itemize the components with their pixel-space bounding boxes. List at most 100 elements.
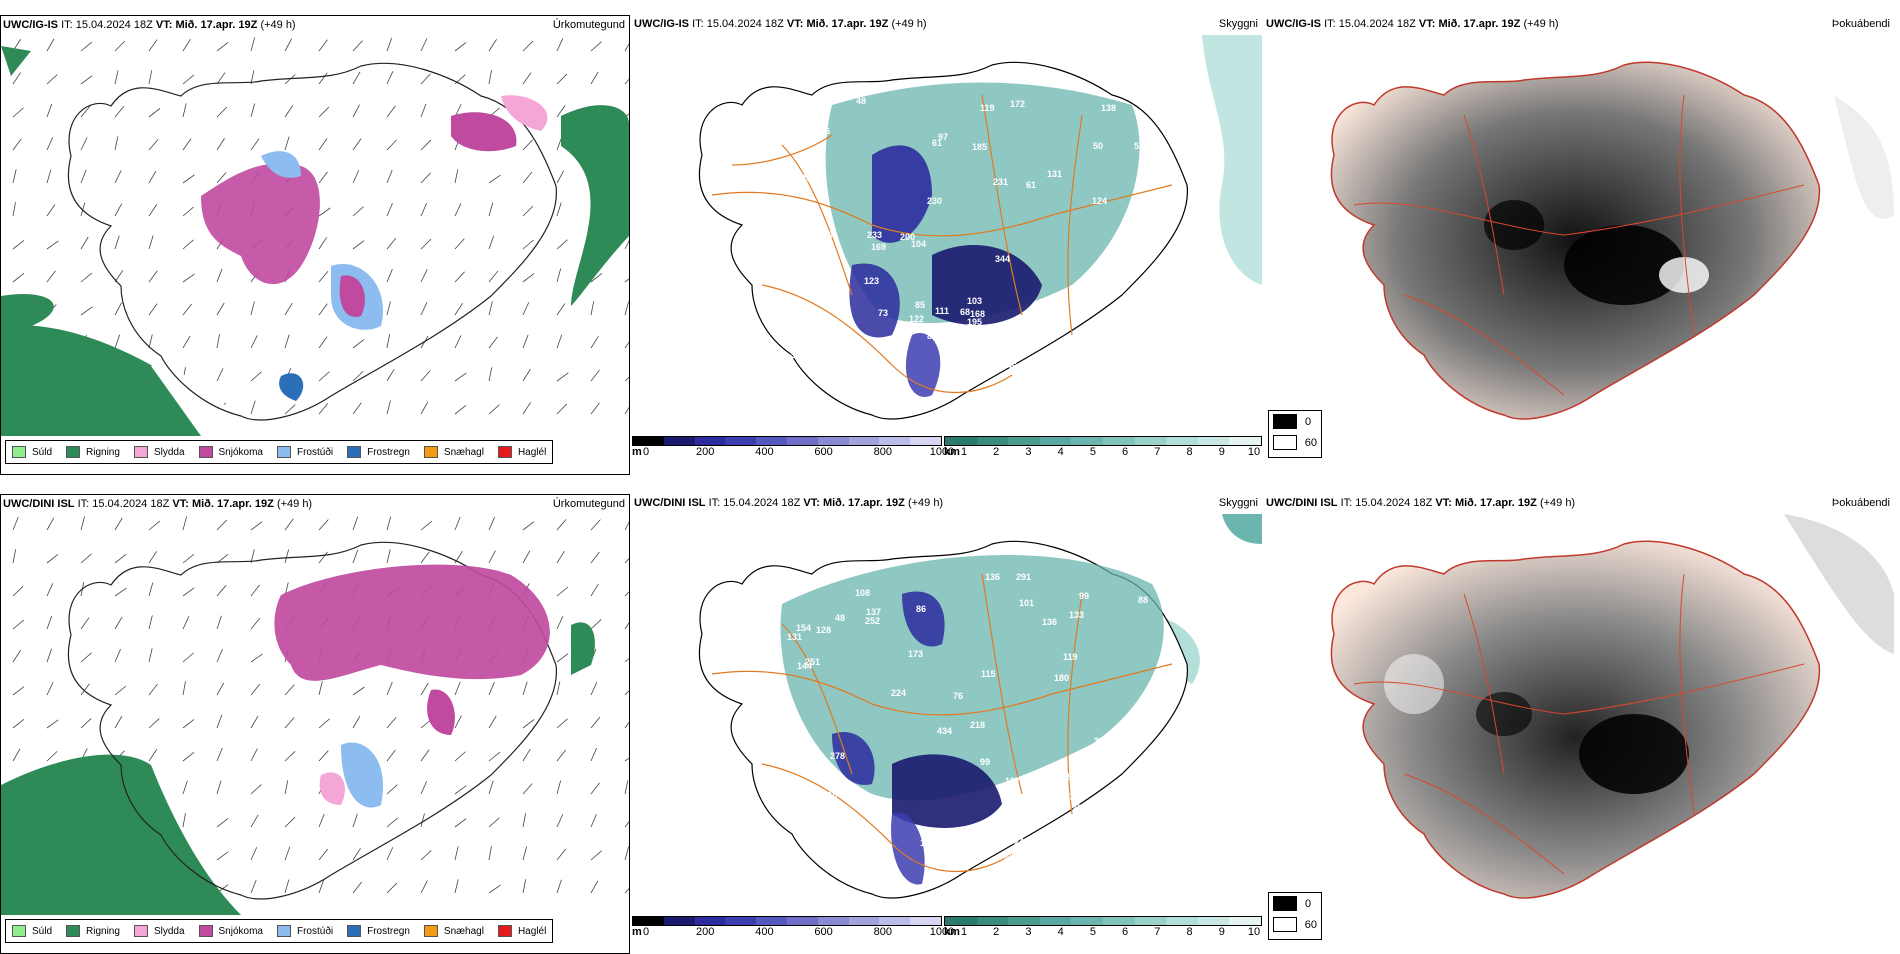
colorbar-tick: 4 bbox=[1057, 446, 1064, 458]
height-label: 224 bbox=[891, 688, 906, 698]
wind-barb bbox=[488, 884, 501, 894]
variable-label: Skyggni bbox=[1218, 18, 1258, 30]
wind-barb bbox=[352, 881, 363, 894]
wind-barb bbox=[590, 71, 599, 85]
wind-barb bbox=[488, 780, 494, 795]
wind-barb bbox=[216, 682, 225, 696]
wind-barb bbox=[386, 37, 393, 52]
wind-barb bbox=[454, 879, 459, 894]
wind-barb bbox=[386, 169, 393, 184]
wind-barb bbox=[386, 549, 391, 564]
wind-barb bbox=[420, 172, 431, 184]
colorbar-segment bbox=[1229, 437, 1261, 445]
wind-barb bbox=[46, 615, 53, 630]
wind-barb bbox=[386, 717, 397, 729]
colorbar-tick: 6 bbox=[1122, 926, 1129, 938]
height-label: 111 bbox=[935, 306, 949, 316]
wind-barb bbox=[318, 519, 329, 531]
height-label: 73 bbox=[878, 308, 888, 318]
height-label: 107 bbox=[796, 132, 811, 142]
wind-barb bbox=[148, 520, 160, 531]
wind-barb bbox=[624, 240, 629, 250]
legend-swatch bbox=[497, 446, 512, 458]
height-label: 226 bbox=[796, 816, 811, 826]
wind-barb bbox=[250, 371, 262, 382]
colorbar-segment bbox=[1071, 437, 1103, 445]
wind-barb bbox=[386, 139, 397, 151]
wind-barb bbox=[352, 549, 359, 564]
wind-barb bbox=[318, 237, 328, 250]
wind-barb bbox=[182, 516, 188, 531]
legend-label: Haglél bbox=[517, 446, 547, 458]
wind-barb bbox=[284, 518, 294, 531]
colorbar-segment bbox=[786, 437, 818, 445]
wind-barb bbox=[522, 719, 535, 729]
variable-label: Þokuábendi bbox=[1831, 497, 1890, 509]
wind-barb bbox=[624, 622, 629, 630]
wind-barb bbox=[556, 616, 564, 630]
wind-barb bbox=[556, 303, 566, 316]
wind-barb bbox=[114, 170, 122, 184]
colorbar-segment bbox=[1008, 437, 1040, 445]
colorbar-tick: 800 bbox=[873, 446, 892, 458]
height-label: 207 bbox=[852, 365, 867, 375]
variable-label: Úrkomutegund bbox=[552, 498, 625, 510]
wind-barb bbox=[522, 273, 535, 283]
height-label: 104 bbox=[911, 239, 926, 249]
height-label: 107 bbox=[771, 105, 786, 115]
height-label: 115 bbox=[981, 669, 996, 679]
colorbar-tick: 600 bbox=[814, 446, 833, 458]
wind-barb bbox=[556, 105, 566, 118]
height-label: 131 bbox=[787, 632, 802, 642]
wind-barb bbox=[80, 137, 88, 151]
height-label: 344 bbox=[995, 254, 1010, 264]
colorbar-segment bbox=[817, 917, 849, 925]
wind-barb bbox=[590, 519, 601, 531]
legend-label: Frostúði bbox=[296, 446, 334, 458]
colorbar-tick: 10 bbox=[1247, 446, 1261, 458]
colorbar-tick: 200 bbox=[696, 446, 715, 458]
wind-barb bbox=[454, 203, 462, 217]
wind-barb bbox=[12, 72, 22, 85]
wind-barb bbox=[352, 686, 365, 696]
wind-barb bbox=[488, 681, 495, 696]
height-label: 240 bbox=[1014, 837, 1029, 847]
wind-barb bbox=[556, 586, 569, 597]
cloud-map: 145 137 103 119 135 61 79 111 146 345 214 233 172 68 8… bbox=[698, 35, 1262, 420]
colorbar-segment bbox=[817, 437, 849, 445]
legend-label: Snæhagl bbox=[443, 446, 484, 458]
height-label: 233 bbox=[867, 230, 882, 240]
height-label: 168 bbox=[970, 309, 985, 319]
wind-barb bbox=[182, 719, 195, 729]
height-label: 94 bbox=[776, 329, 786, 339]
fog-map bbox=[1330, 61, 1894, 420]
wind-barb bbox=[12, 202, 16, 217]
wind-barb bbox=[80, 236, 89, 250]
wind-barb bbox=[46, 38, 55, 52]
wind-barb bbox=[182, 616, 190, 630]
height-label: 103 bbox=[967, 296, 982, 306]
legend-swatch bbox=[133, 446, 148, 458]
colorbar-tick: 10 bbox=[1247, 926, 1261, 938]
wind-barb bbox=[318, 750, 329, 762]
height-label: 169 bbox=[871, 242, 886, 252]
colorbar-segment bbox=[1102, 437, 1135, 445]
wind-barb bbox=[522, 846, 528, 861]
legend-label: Rigning bbox=[86, 446, 120, 458]
wind-barb bbox=[624, 376, 629, 382]
wind-barb bbox=[250, 784, 262, 795]
colorbar-segment bbox=[945, 917, 977, 925]
legend-label: Frostregn bbox=[367, 925, 410, 937]
precip-map bbox=[1, 37, 629, 436]
wind-barb bbox=[624, 888, 629, 894]
wind-barb bbox=[522, 813, 526, 828]
wind-barb bbox=[420, 401, 429, 415]
colorbar-segment bbox=[1166, 917, 1198, 925]
wind-barb bbox=[522, 239, 534, 250]
variable-label: Skyggni bbox=[1218, 497, 1258, 509]
wind-barb bbox=[250, 683, 261, 696]
wind-barb bbox=[114, 203, 123, 217]
wind-barb bbox=[352, 71, 361, 85]
wind-barb bbox=[148, 718, 160, 729]
wind-barb bbox=[182, 303, 192, 316]
